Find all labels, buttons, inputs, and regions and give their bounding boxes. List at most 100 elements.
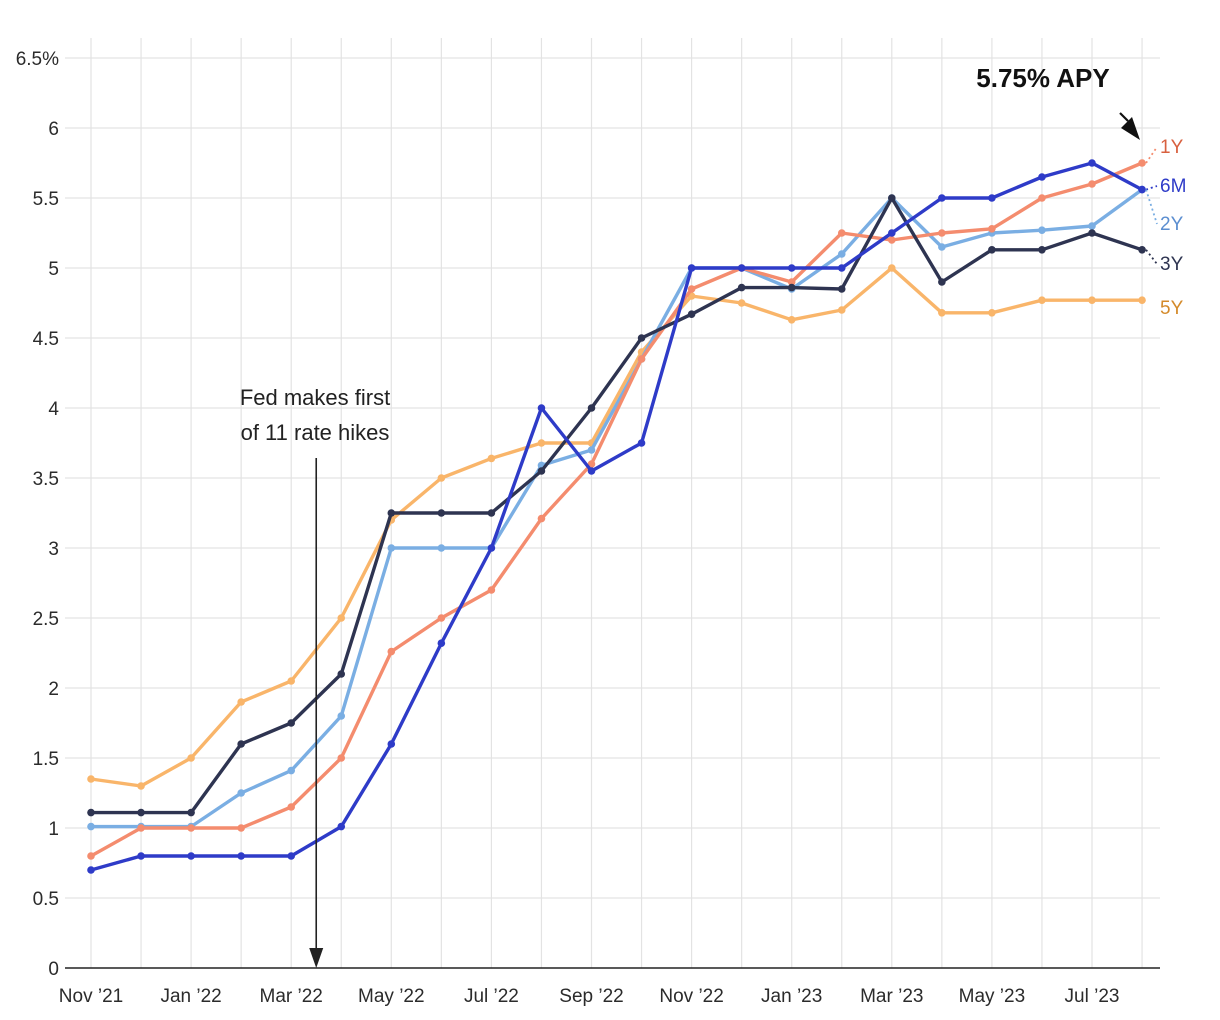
- data-point-1y: [787, 278, 796, 286]
- data-point-3y: [1088, 229, 1096, 237]
- data-point-6m: [137, 852, 145, 860]
- x-tick-label: Mar ’22: [260, 986, 323, 1007]
- data-point-6m: [988, 194, 996, 202]
- data-point-3y: [537, 467, 546, 475]
- data-point-1y: [687, 285, 696, 293]
- apy-annotation: 5.75% APY: [976, 63, 1109, 93]
- y-tick-label: 4.5: [33, 329, 59, 350]
- data-point-6m: [487, 544, 496, 552]
- series-6m: [87, 159, 1146, 874]
- y-tick-label: 4: [48, 399, 59, 420]
- data-point-6m: [637, 439, 646, 447]
- data-point-1y: [237, 824, 245, 832]
- data-point-5y: [437, 474, 446, 482]
- x-tick-label: Jul ’22: [464, 986, 519, 1007]
- data-point-3y: [187, 808, 195, 817]
- data-point-5y: [1088, 296, 1096, 305]
- series-line-1y: [89, 161, 1144, 858]
- data-point-6m: [1088, 159, 1096, 167]
- x-tick-label: Mar ’23: [860, 986, 923, 1007]
- data-point-1y: [988, 225, 996, 233]
- series-1y: [87, 159, 1146, 860]
- y-tick-label: 3.5: [33, 469, 59, 490]
- data-point-1y: [437, 614, 446, 622]
- data-point-6m: [737, 264, 746, 272]
- data-point-1y: [187, 824, 195, 832]
- data-point-1y: [537, 514, 546, 523]
- data-point-6m: [537, 404, 546, 412]
- data-point-3y: [87, 808, 95, 817]
- y-tick-label: 2: [48, 679, 59, 700]
- x-tick-label: Jan ’23: [761, 986, 822, 1007]
- data-point-3y: [837, 285, 846, 293]
- data-point-5y: [888, 264, 896, 272]
- data-point-3y: [587, 404, 596, 412]
- end-label-connector: [1145, 189, 1158, 225]
- series-2y: [87, 185, 1146, 831]
- data-point-2y: [1088, 222, 1096, 230]
- x-tick-label: Nov ’21: [59, 986, 123, 1007]
- grid-layer: [65, 38, 1160, 968]
- data-point-6m: [87, 866, 95, 874]
- y-tick-label: 5: [48, 259, 59, 280]
- data-point-3y: [1138, 246, 1146, 254]
- data-point-5y: [787, 316, 796, 324]
- series-3y: [87, 194, 1146, 817]
- data-point-1y: [337, 754, 346, 762]
- series-layer: [87, 159, 1146, 874]
- data-point-6m: [938, 194, 946, 202]
- data-point-1y: [287, 803, 296, 811]
- data-point-2y: [437, 544, 446, 552]
- data-point-5y: [87, 775, 95, 783]
- data-point-5y: [1038, 296, 1046, 305]
- data-point-1y: [387, 647, 396, 656]
- x-tick-label: Sep ’22: [559, 986, 623, 1007]
- x-tick-label: Jul ’23: [1065, 986, 1120, 1007]
- end-label-layer: 1Y 6M 2Y 3Y 5Y: [1145, 137, 1186, 319]
- y-tick-label: 1: [48, 819, 59, 840]
- x-tick-label: Jan ’22: [160, 986, 221, 1007]
- end-label-2y: 2Y: [1160, 214, 1184, 235]
- data-point-1y: [637, 355, 646, 363]
- data-point-2y: [237, 789, 245, 797]
- x-tick-label: May ’23: [959, 986, 1026, 1007]
- y-tick-label: 3: [48, 539, 59, 560]
- end-label-connector: [1145, 185, 1158, 191]
- data-point-5y: [287, 677, 296, 685]
- data-point-2y: [337, 712, 346, 720]
- fed-annotation-line1: Fed makes first: [240, 385, 390, 410]
- x-tick-label: Nov ’22: [659, 986, 723, 1007]
- data-point-1y: [1038, 194, 1046, 202]
- data-point-5y: [237, 698, 245, 706]
- annotation-layer: Fed makes first of 11 rate hikes 5.75% A…: [240, 63, 1140, 968]
- data-point-6m: [337, 822, 346, 831]
- data-point-6m: [787, 264, 796, 272]
- apy-arrow-head: [1121, 117, 1140, 140]
- data-point-1y: [137, 824, 145, 832]
- data-point-5y: [337, 614, 346, 622]
- data-point-2y: [587, 446, 596, 454]
- series-5y: [87, 264, 1146, 790]
- data-point-6m: [1138, 185, 1146, 194]
- data-point-5y: [537, 439, 546, 447]
- data-point-3y: [787, 283, 796, 292]
- data-point-3y: [137, 808, 145, 817]
- y-tick-label: 5.5: [33, 189, 59, 210]
- apy-arrow-line: [1119, 112, 1129, 122]
- data-point-6m: [888, 229, 896, 237]
- data-point-5y: [1138, 296, 1146, 305]
- end-label-3y: 3Y: [1160, 254, 1184, 275]
- data-point-6m: [1038, 173, 1046, 181]
- series-line-5y: [89, 266, 1144, 788]
- fed-arrow-head: [309, 948, 324, 968]
- data-point-5y: [187, 754, 195, 762]
- data-point-3y: [988, 246, 996, 254]
- data-point-5y: [837, 306, 846, 314]
- data-point-1y: [837, 229, 846, 237]
- series-line-3y: [89, 196, 1144, 815]
- data-point-3y: [888, 194, 896, 202]
- data-point-5y: [988, 309, 996, 317]
- data-point-6m: [387, 740, 396, 748]
- data-point-3y: [737, 283, 746, 292]
